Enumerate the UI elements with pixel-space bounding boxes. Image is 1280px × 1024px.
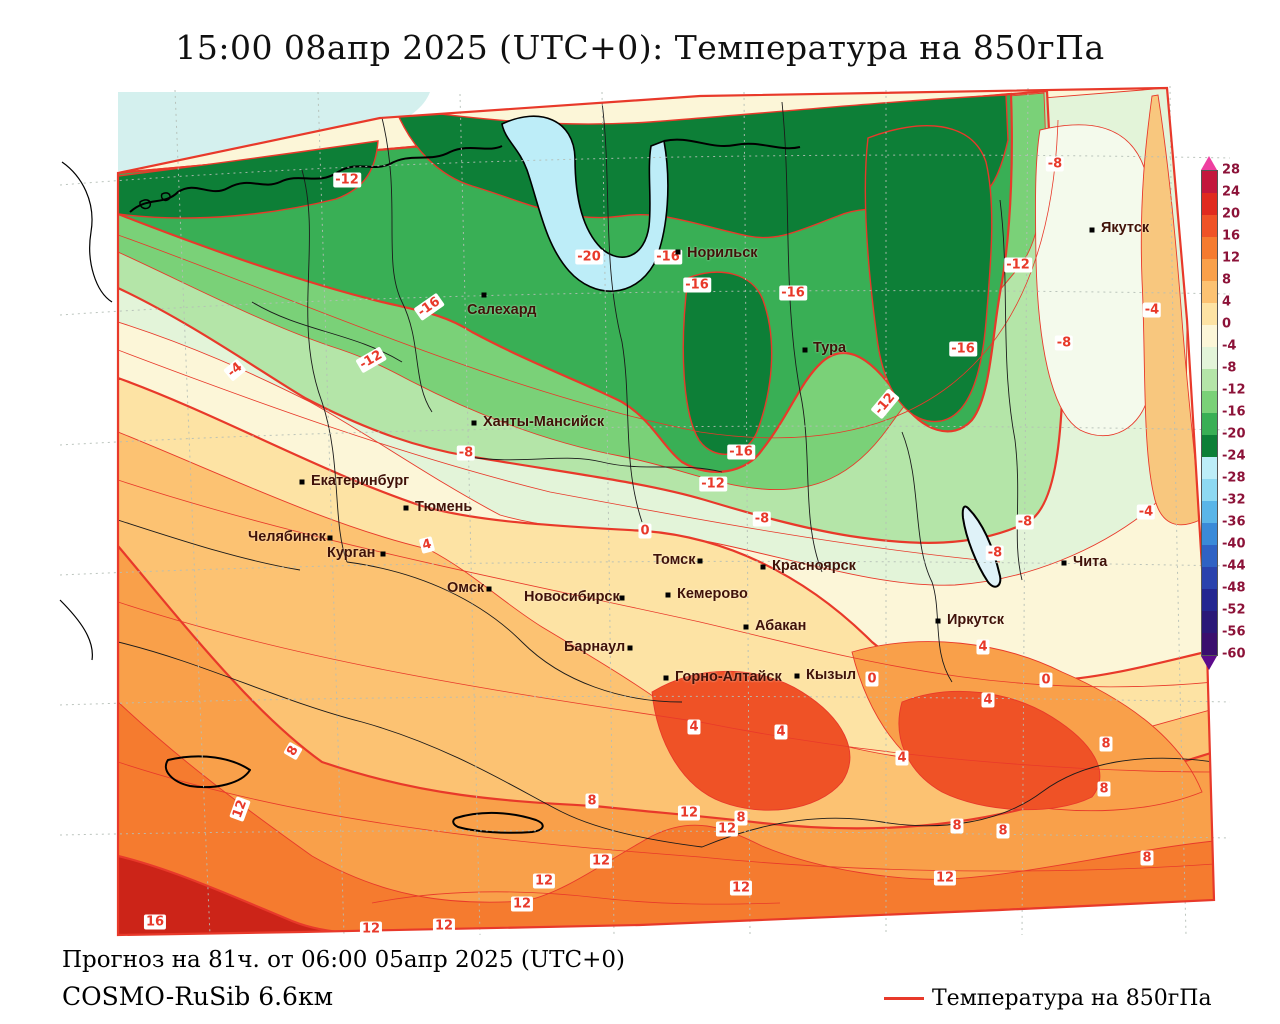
colorbar-tick-label: -56 (1222, 624, 1246, 640)
colorbar-segment (1202, 391, 1217, 413)
graticule-line (1169, 85, 1187, 936)
colorbar-segment (1202, 215, 1217, 237)
coastline (160, 192, 171, 202)
colorbar-tick-label: -8 (1222, 360, 1237, 376)
colorbar-segment (1202, 435, 1217, 457)
colorbar-tick-label: -16 (1222, 404, 1246, 420)
colorbar-segment (1202, 171, 1217, 193)
blob-altai-warm (651, 670, 851, 811)
contour-thin-5 (118, 349, 1001, 563)
colorbar-segment (1202, 325, 1217, 347)
colorbar-tick-label: -24 (1222, 448, 1246, 464)
colorbar-segment (1202, 589, 1217, 611)
contour-thin-1 (118, 479, 1214, 688)
colorbar-tick-label: -44 (1222, 558, 1246, 574)
coastline (663, 138, 801, 150)
graticule-line (317, 91, 345, 936)
colorbar-tick-label: 28 (1222, 162, 1241, 178)
colorbar-tick-label: -52 (1222, 602, 1246, 618)
colorbar-tick-label: -12 (1222, 382, 1246, 398)
colorbar-tick-label: -28 (1222, 470, 1246, 486)
colorbar-tick-label: -40 (1222, 536, 1246, 552)
band-minus20-west (118, 140, 379, 219)
colorbar-tick-label: -48 (1222, 580, 1246, 596)
colorbar-scale (1201, 170, 1218, 656)
colorbar-tick-label: -60 (1222, 646, 1246, 662)
legend-label: Температура на 850гПа (932, 986, 1212, 1011)
colorbar-tick-label: 24 (1222, 184, 1241, 200)
colorbar-segment (1202, 303, 1217, 325)
model-info: COSMO-RuSib 6.6км (62, 982, 334, 1011)
strip-east-warm (1140, 94, 1201, 526)
blob-southeast-red (898, 690, 1101, 811)
graticule-line (743, 91, 751, 936)
band-minus24-estuary (501, 115, 669, 292)
admin-border (381, 117, 433, 413)
colorbar-segment (1202, 501, 1217, 523)
colorbar-tick-label: -20 (1222, 426, 1246, 442)
arctic-tint (118, 92, 430, 171)
admin-border (601, 101, 643, 523)
colorbar-tick-label: -36 (1222, 514, 1246, 530)
contour-thin-3 (118, 761, 1214, 872)
legend-line-sample (884, 997, 924, 1000)
colorbar-segment (1202, 281, 1217, 303)
colorbar-segment (1202, 193, 1217, 215)
colorbar-arrow-down (1201, 656, 1217, 670)
pocket-yakutsk-mild (1035, 124, 1157, 437)
colorbar-tick-label: 0 (1222, 316, 1232, 332)
coastline (139, 199, 152, 210)
admin-border (781, 101, 823, 573)
admin-border (461, 455, 723, 473)
graticule-line (459, 93, 481, 936)
graticule-line (601, 91, 615, 936)
coastline (164, 755, 251, 789)
colorbar-tick-label: 20 (1222, 206, 1241, 222)
forecast-info: Прогноз на 81ч. от 06:00 05апр 2025 (UTC… (62, 947, 625, 973)
admin-border (301, 169, 348, 563)
colorbar-segment (1202, 369, 1217, 391)
colorbar-tick-label: 4 (1222, 294, 1232, 310)
admin-border (901, 431, 953, 683)
graticule-line (1021, 87, 1029, 936)
coastline (129, 145, 503, 213)
colorbar-tick-label: -4 (1222, 338, 1237, 354)
domain-outline (116, 86, 1216, 937)
colorbar-tick-label: 12 (1222, 250, 1241, 266)
colorbar-segment (1202, 633, 1217, 655)
colorbar-segment (1202, 479, 1217, 501)
colorbar-segment (1202, 237, 1217, 259)
colorbar-segment (1202, 347, 1217, 369)
colorbar-tick-label: 8 (1222, 272, 1232, 288)
colorbar-segment (1202, 413, 1217, 435)
admin-border (118, 641, 563, 813)
contour-thin-4 (118, 119, 1059, 439)
coastline (61, 161, 113, 303)
colorbar-segment (1202, 259, 1217, 281)
colorbar-arrow-up (1201, 156, 1217, 170)
colorbar-segment (1202, 457, 1217, 479)
colorbar-segment (1202, 523, 1217, 545)
admin-border (118, 519, 301, 571)
contour-thin-6 (371, 891, 781, 905)
colorbar-segment (1202, 545, 1217, 567)
page-title: 15:00 08апр 2025 (UTC+0): Температура на… (175, 28, 1105, 67)
coastline (452, 811, 544, 834)
admin-border (561, 757, 1214, 848)
coastline (59, 599, 93, 661)
colorbar-tick-label: -32 (1222, 492, 1246, 508)
colorbar-tick-label: 16 (1222, 228, 1241, 244)
admin-border (346, 561, 683, 703)
band-minus20-lobe-center (682, 271, 773, 455)
colorbar-segment (1202, 567, 1217, 589)
colorbar-segment (1202, 611, 1217, 633)
